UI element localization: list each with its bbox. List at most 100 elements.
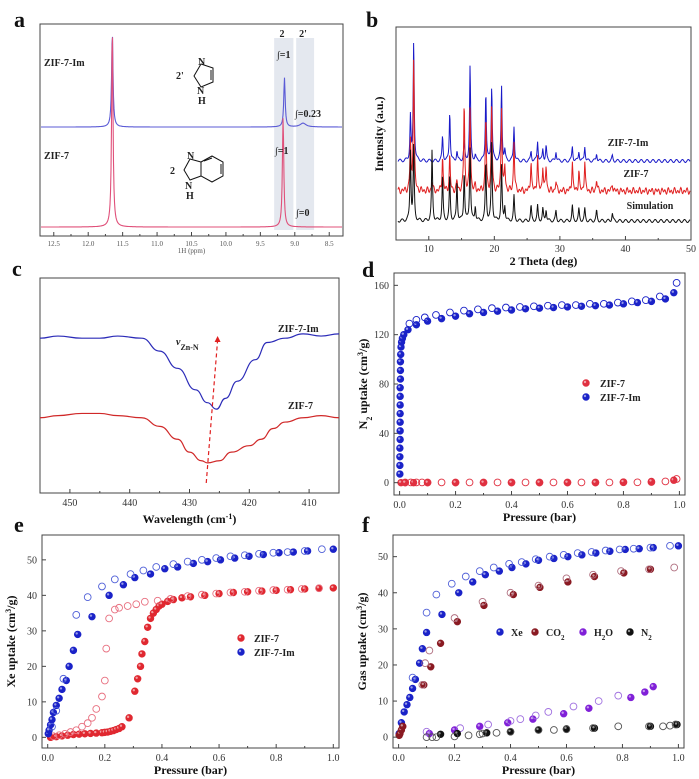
y-tick-label: 20 [27, 662, 37, 673]
x-tick-label: 0.6 [213, 753, 226, 764]
data-point [198, 555, 206, 564]
data-point [423, 478, 432, 487]
data-point [659, 722, 667, 731]
x-tick-label: 430 [182, 498, 197, 509]
plot-frame [41, 534, 340, 749]
data-point [212, 554, 221, 562]
y-tick-label: 30 [27, 626, 37, 637]
data-point [418, 645, 427, 653]
data-point-highlight [477, 724, 480, 727]
data-point-highlight [397, 402, 401, 406]
data-point [506, 717, 515, 725]
data-point-highlight [628, 695, 632, 698]
data-point [436, 639, 445, 648]
data-point [72, 611, 81, 619]
data-point-highlight [428, 664, 431, 667]
plot-frame [392, 534, 685, 749]
panel-label-d: d [362, 257, 374, 282]
data-point [589, 724, 597, 732]
data-point-highlight [142, 639, 145, 642]
data-point [396, 358, 405, 366]
data-point [516, 715, 525, 723]
y-tick-label: 50 [378, 552, 388, 563]
data-point [627, 693, 635, 702]
data-point [496, 628, 504, 636]
panel-label-b: b [366, 7, 378, 32]
data-point-highlight [635, 300, 638, 303]
data-point [670, 563, 679, 572]
x-axis-label: Wavelength (cm-1) [143, 512, 237, 527]
data-point-highlight [453, 313, 456, 317]
data-point [269, 586, 278, 594]
data-point-highlight [483, 572, 486, 575]
data-point-highlight [276, 550, 280, 553]
data-point [169, 560, 178, 568]
panel-f-gas-uptake: 0.0 0.2 0.4 0.6 0.8 1.0 0 10 20 30 40 50 Pressure (b… [355, 534, 685, 777]
y-tick-label: 0 [383, 733, 388, 744]
data-point [143, 623, 152, 631]
data-point [237, 648, 245, 656]
data-point [649, 682, 657, 691]
x-tick-label: 0.8 [270, 753, 283, 764]
data-point [493, 478, 502, 487]
data-point-highlight [407, 695, 410, 698]
data-point [476, 722, 484, 731]
data-point [60, 729, 69, 738]
position-label: 2 [170, 166, 175, 177]
atom-h: H [198, 96, 206, 107]
data-point-highlight [238, 649, 242, 653]
data-point [655, 292, 664, 301]
data-point-highlight [205, 559, 208, 562]
y-tick-label: 30 [378, 624, 388, 635]
data-point [396, 435, 404, 444]
data-point [564, 552, 572, 561]
data-point [531, 628, 539, 636]
x-tick-label: 0.8 [617, 500, 630, 511]
data-point [432, 590, 441, 599]
data-point-highlight [467, 311, 470, 314]
data-point [88, 612, 96, 621]
data-point-highlight [509, 307, 512, 311]
data-point-highlight [245, 589, 248, 592]
data-point-highlight [536, 727, 539, 731]
data-point [115, 603, 123, 612]
integral-label: ∫=1 [276, 50, 290, 61]
data-point-highlight [82, 731, 86, 734]
data-point [582, 379, 590, 387]
data-point-highlight [623, 547, 626, 550]
data-point-highlight [106, 593, 110, 596]
data-point [396, 401, 404, 409]
data-point-highlight [452, 727, 455, 731]
data-point [88, 713, 96, 722]
data-point-highlight [121, 582, 124, 585]
data-point [146, 570, 155, 578]
legend-label: ZIF-7 [600, 379, 625, 390]
x-tick-label: 0.6 [560, 753, 573, 764]
x-tick-label: 9.5 [256, 240, 265, 248]
data-point [428, 733, 437, 742]
series-zif-7-adsorption [46, 584, 337, 742]
data-point [141, 637, 149, 646]
x-tick-label: 12.0 [82, 240, 95, 248]
data-point [298, 585, 306, 593]
data-point-highlight [532, 629, 536, 633]
data-point [329, 545, 337, 553]
data-point-highlight [497, 629, 501, 633]
data-point-highlight [191, 561, 194, 564]
data-point [517, 558, 526, 566]
data-point [633, 478, 642, 487]
data-point-highlight [413, 677, 416, 680]
x-axis-label: Pressure (bar) [503, 510, 576, 524]
data-point [573, 549, 582, 557]
x-tick-label: 30 [555, 244, 565, 255]
data-point [534, 581, 543, 590]
data-point [672, 475, 681, 483]
data-point-highlight [400, 724, 403, 727]
data-point [587, 548, 596, 556]
data-point [453, 729, 462, 738]
series-h2o-desorption [422, 691, 623, 736]
data-point [73, 630, 82, 639]
data-point [52, 706, 61, 715]
